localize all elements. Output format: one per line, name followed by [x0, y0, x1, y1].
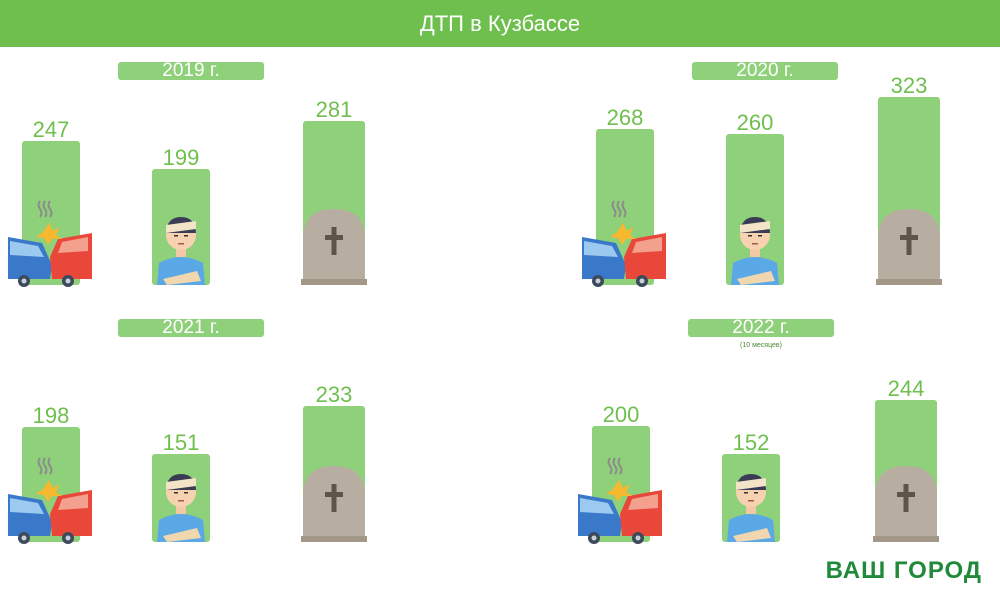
page-title: ДТП в Кузбассе [419, 10, 581, 36]
car-crash-icon [582, 200, 666, 287]
car-crash-icon [578, 457, 662, 544]
tombstone-icon [301, 209, 367, 285]
header-bar: ДТП в Кузбассе [0, 0, 1000, 47]
brand-logo: ВАШ ГОРОД [825, 557, 982, 584]
value-label: 198 [32, 403, 70, 428]
chart-panel-2: 2020 г. 268 260 323 [500, 50, 1000, 310]
tombstone-icon [301, 466, 367, 542]
value-label: 323 [890, 73, 928, 98]
tombstone-icon [876, 209, 942, 285]
year-label: 2019 г. [118, 61, 264, 80]
year-note: (10 месяцев) [740, 342, 782, 349]
bar-chart-3 [8, 406, 367, 544]
value-label: 200 [602, 402, 640, 427]
value-label: 247 [32, 117, 70, 142]
chart-panel-1: 2019 г. 247 199 281 [0, 50, 500, 310]
injured-person-icon [157, 474, 205, 542]
value-label: 233 [315, 382, 353, 407]
injured-person-icon [731, 217, 779, 285]
value-label: 199 [162, 145, 200, 170]
value-label: 152 [732, 430, 770, 455]
bar-chart-2 [582, 97, 942, 287]
chart-panel-3: 2021 г. 198 151 233 [0, 307, 500, 567]
bar [726, 134, 784, 285]
injured-person-icon [157, 217, 205, 285]
year-label: 2022 г. [688, 318, 834, 337]
year-label: 2021 г. [118, 318, 264, 337]
car-crash-icon [8, 200, 92, 287]
value-label: 244 [887, 376, 925, 401]
value-label: 268 [606, 105, 644, 130]
injured-person-icon [727, 474, 775, 542]
value-label: 260 [736, 110, 774, 135]
chart-panel-4: 2022 г. (10 месяцев) 200 152 244 [500, 307, 1000, 567]
car-crash-icon [8, 457, 92, 544]
value-label: 151 [162, 430, 200, 455]
bar-chart-1 [8, 121, 367, 287]
year-label: 2020 г. [692, 61, 838, 80]
tombstone-icon [873, 466, 939, 542]
bar-chart-4 [578, 400, 939, 544]
value-label: 281 [315, 97, 353, 122]
